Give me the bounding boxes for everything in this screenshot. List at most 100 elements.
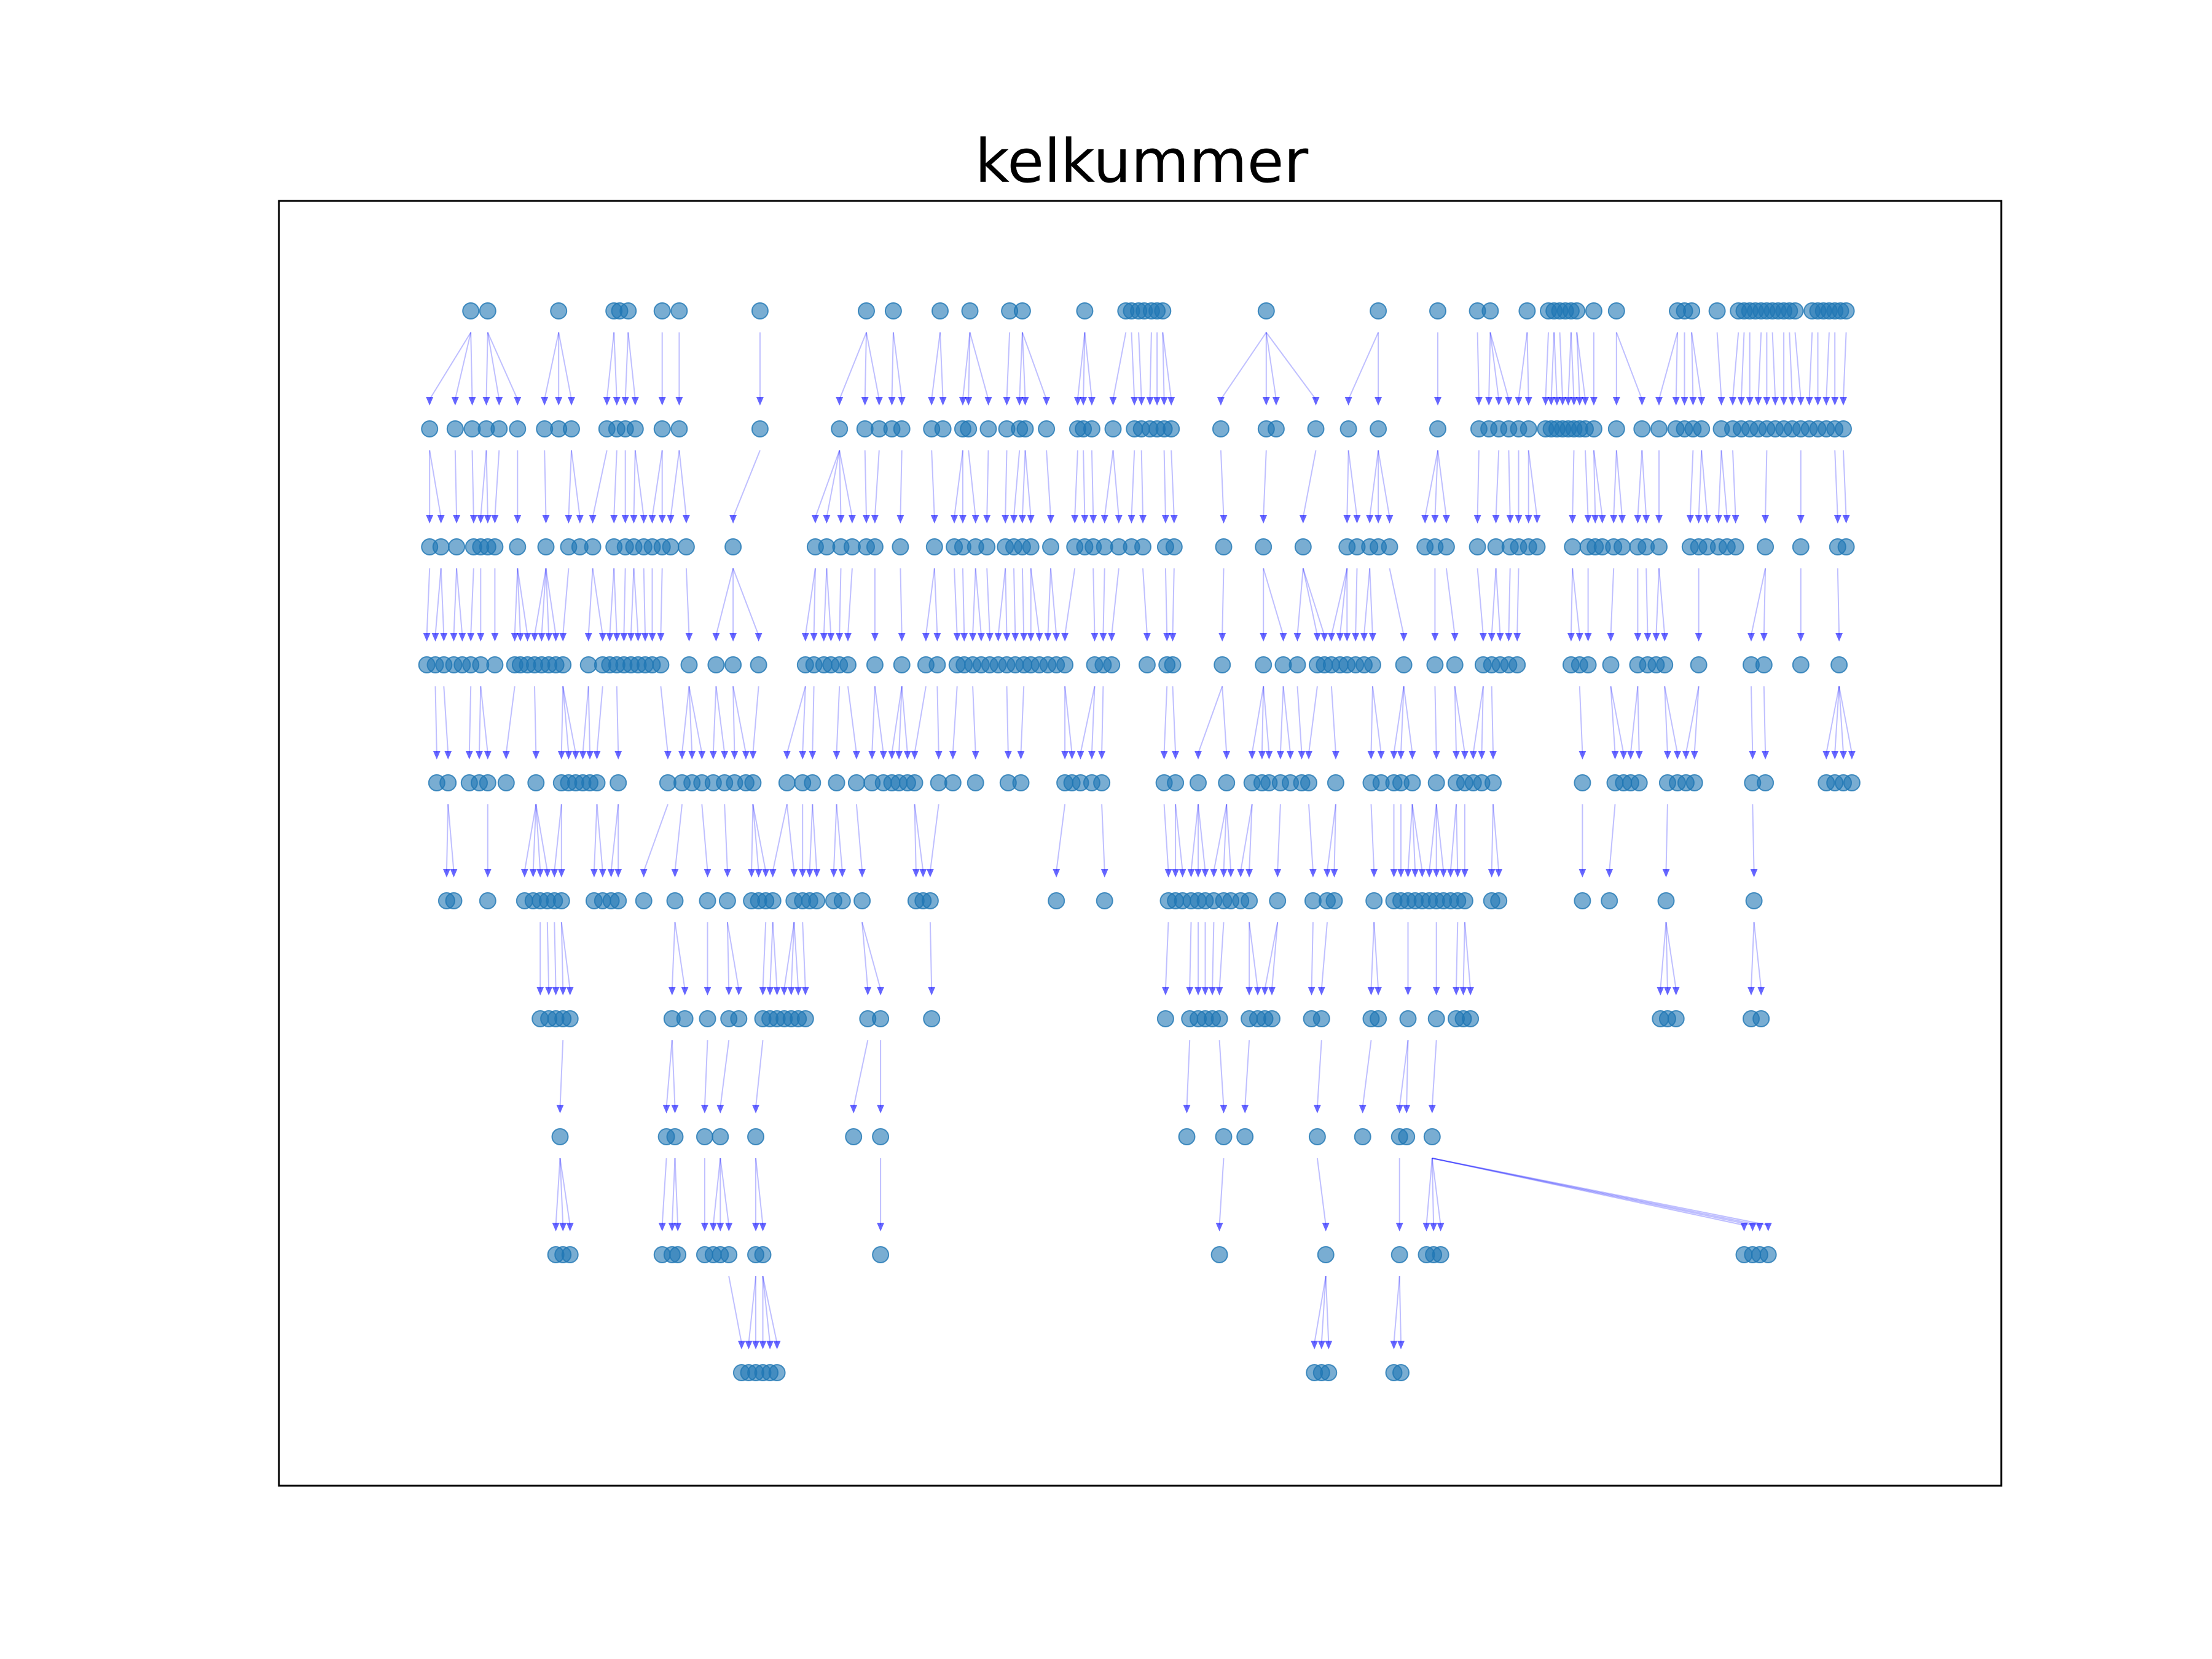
graph-node — [479, 892, 496, 909]
edge-arrowhead — [1018, 515, 1026, 524]
edge-arrowhead — [1091, 633, 1099, 641]
graph-edge — [1545, 332, 1549, 400]
edge-arrowhead — [514, 515, 522, 524]
edge-arrowhead — [606, 633, 614, 641]
edge-arrowhead — [450, 633, 458, 641]
edge-arrowhead — [545, 987, 553, 995]
graph-edge — [1751, 686, 1754, 754]
graph-node — [635, 892, 653, 909]
graph-edge — [1495, 568, 1501, 636]
edge-arrowhead — [723, 869, 731, 877]
graph-node — [490, 420, 508, 437]
graph-edge — [1112, 332, 1127, 400]
graph-edge — [786, 686, 806, 754]
edge-arrowhead — [1723, 515, 1731, 524]
graph-edge — [826, 450, 841, 518]
graph-edge — [1131, 450, 1135, 518]
graph-node — [666, 892, 684, 909]
edge-arrowhead — [542, 515, 550, 524]
graph-edge — [1024, 450, 1032, 518]
graph-edge — [643, 568, 646, 636]
edge-arrowhead — [1547, 397, 1555, 406]
graph-edge — [434, 568, 442, 636]
edge-arrowhead — [1506, 515, 1514, 524]
graph-edge — [726, 922, 730, 990]
graph-node — [1614, 538, 1631, 555]
graph-node — [1469, 538, 1486, 555]
graph-edge — [1593, 450, 1603, 518]
edge-arrowhead — [453, 515, 461, 524]
graph-node — [1683, 302, 1701, 320]
edge-arrowhead — [658, 515, 666, 524]
edge-arrowhead — [1403, 1105, 1411, 1113]
graph-edge — [720, 1158, 730, 1226]
edge-arrowhead — [1100, 515, 1108, 524]
edge-arrowhead — [1749, 1223, 1757, 1231]
graph-node — [1585, 420, 1602, 437]
edge-arrowhead — [1245, 869, 1253, 877]
edge-arrowhead — [484, 751, 492, 759]
graph-edge — [1104, 450, 1114, 518]
graph-edge — [1263, 568, 1284, 636]
graph-edge — [534, 686, 537, 754]
graph-node — [1013, 302, 1031, 320]
graph-edge — [1431, 1158, 1435, 1226]
edge-arrowhead — [1325, 1341, 1333, 1349]
graph-node — [853, 892, 871, 909]
graph-edge — [1138, 332, 1142, 400]
edge-arrowhead — [1021, 397, 1029, 406]
edge-arrowhead — [610, 515, 618, 524]
edge-arrowhead — [836, 397, 844, 406]
graph-node — [1056, 656, 1074, 673]
edge-arrowhead — [675, 397, 683, 406]
graph-edge — [1112, 450, 1120, 518]
graph-edge — [839, 450, 853, 518]
graph-edge — [1347, 450, 1358, 518]
graph-node — [1757, 774, 1775, 791]
edge-arrowhead — [1749, 751, 1757, 759]
edge-arrowhead — [1390, 1341, 1398, 1349]
graph-edge — [1006, 332, 1011, 400]
graph-edge — [1550, 332, 1555, 400]
edge-arrowhead — [1317, 987, 1325, 995]
edge-arrowhead — [951, 515, 959, 524]
edge-arrowhead — [1027, 515, 1035, 524]
edge-arrowhead — [667, 515, 675, 524]
graph-edge — [1508, 450, 1511, 518]
graph-edge — [454, 450, 458, 518]
graph-node — [1429, 302, 1446, 320]
graph-edge — [962, 332, 971, 400]
graph-edge — [505, 686, 516, 754]
edge-arrowhead — [1461, 869, 1469, 877]
edge-arrowhead — [704, 987, 712, 995]
graph-edge — [1456, 922, 1459, 990]
graph-node — [856, 420, 874, 437]
edge-arrowhead — [678, 751, 686, 759]
edge-arrowhead — [1404, 987, 1412, 995]
edge-arrowhead — [1762, 515, 1770, 524]
graph-edge — [1570, 332, 1575, 400]
edge-arrowhead — [640, 869, 648, 877]
graph-node — [561, 1246, 579, 1263]
edge-arrowhead — [1408, 751, 1416, 759]
graph-edge — [1576, 332, 1580, 400]
edge-arrowhead — [939, 397, 947, 406]
graph-node — [1134, 538, 1151, 555]
edge-arrowhead — [1840, 751, 1847, 759]
graph-edge — [1406, 1040, 1409, 1108]
edge-arrowhead — [1461, 751, 1469, 759]
edge-arrowhead — [801, 987, 809, 995]
edge-arrowhead — [1163, 633, 1171, 641]
graph-edge — [1240, 804, 1253, 872]
graph-edge — [812, 686, 815, 754]
edge-arrowhead — [783, 751, 791, 759]
graph-node — [1633, 420, 1651, 437]
edge-arrowhead — [1194, 751, 1202, 759]
edge-arrowhead — [640, 515, 648, 524]
graph-edge — [1834, 686, 1840, 754]
graph-edge — [732, 568, 759, 636]
graph-edge — [429, 450, 442, 518]
graph-node — [1214, 656, 1231, 673]
graph-edge — [545, 568, 557, 636]
edge-arrowhead — [552, 633, 560, 641]
